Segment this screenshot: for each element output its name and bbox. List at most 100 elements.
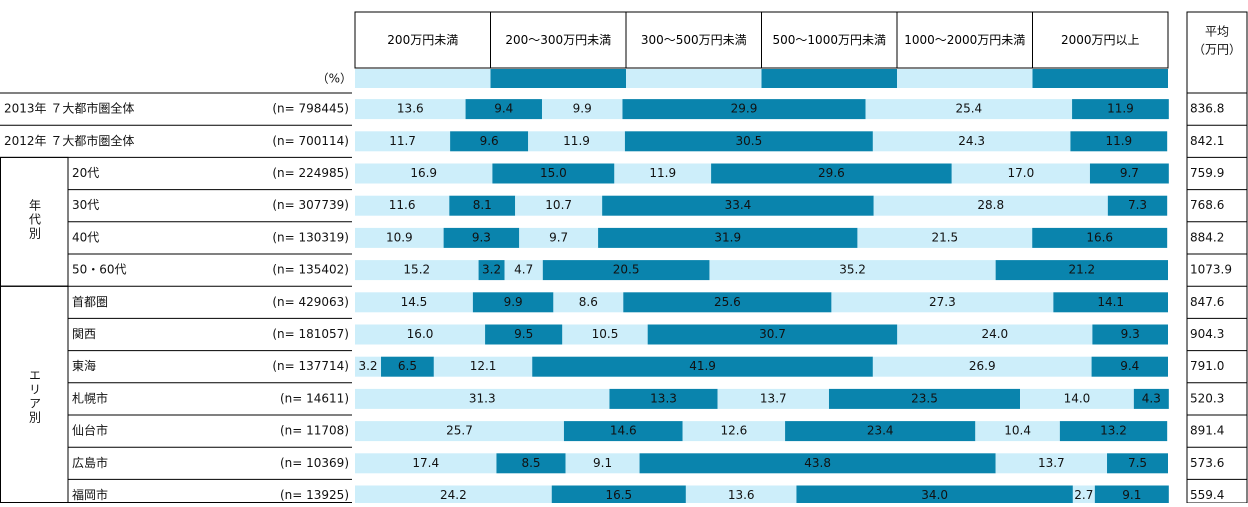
average-value: 1073.9	[1190, 263, 1232, 277]
value-label: 4.3	[1142, 391, 1161, 405]
sample-size: (n= 13925)	[280, 488, 349, 502]
row-label: 福岡市	[72, 487, 108, 502]
row-label: 仙台市	[72, 423, 108, 438]
value-label: 8.6	[579, 295, 598, 309]
bar-segment	[1070, 131, 1168, 152]
value-label: 30.5	[736, 134, 763, 148]
value-label: 11.9	[649, 166, 676, 180]
bar-segment	[602, 195, 874, 216]
series-name: 500～1000万円未満	[772, 32, 886, 47]
average-value: 559.4	[1190, 488, 1224, 502]
value-label: 11.6	[389, 198, 416, 212]
legend-swatch	[626, 69, 762, 88]
sample-size: (n= 130319)	[272, 230, 349, 244]
sample-size: (n= 137714)	[272, 359, 349, 373]
header-cell	[490, 11, 627, 69]
bar-segment	[872, 131, 1071, 152]
bar-segment	[355, 163, 493, 184]
sample-size: (n= 700114)	[272, 134, 349, 148]
bar-segment	[532, 356, 873, 377]
bar-segment	[995, 260, 1168, 281]
value-label: 3.2	[482, 263, 501, 277]
header-label-box: 500～1000万円未満	[772, 32, 886, 47]
value-label: 9.1	[1122, 488, 1141, 502]
series-name: 200～300万円未満	[505, 32, 612, 47]
bar-segment	[857, 227, 1033, 248]
row-label: 広島市	[72, 455, 108, 470]
bar-segment	[711, 163, 952, 184]
value-label: 41.9	[689, 359, 716, 373]
bar-segment	[609, 388, 718, 409]
bar-segment	[1020, 388, 1134, 409]
value-label: 10.4	[1004, 424, 1031, 438]
bar-segment	[865, 99, 1073, 120]
value-label: 7.5	[1128, 456, 1147, 470]
bar-segment	[951, 163, 1090, 184]
bar-segment	[355, 260, 479, 281]
group-box	[0, 285, 69, 507]
value-label: 17.0	[1007, 166, 1034, 180]
value-label: 25.6	[714, 295, 741, 309]
average-value: 520.3	[1190, 391, 1224, 405]
sample-size: (n= 11708)	[280, 424, 349, 438]
value-label: 24.2	[440, 488, 467, 502]
header-label-box: 200万円未満	[387, 33, 458, 47]
row-label: 関西	[72, 327, 96, 341]
average-value: 847.6	[1190, 295, 1224, 309]
bar-segment	[542, 260, 710, 281]
value-label: 16.0	[407, 327, 434, 341]
bar-segment	[355, 324, 486, 345]
series-name: 1000～2000万円未満	[904, 32, 1026, 47]
bar-segment	[355, 485, 552, 506]
value-label: 9.4	[494, 102, 513, 116]
header-label-box: 300～500万円未満	[641, 33, 747, 47]
value-label: 9.1	[593, 456, 612, 470]
row-label: 東海	[72, 358, 96, 373]
value-label: 16.6	[1086, 230, 1113, 244]
value-label: 11.9	[563, 134, 590, 148]
value-label: 12.1	[470, 359, 497, 373]
value-label: 25.7	[446, 424, 473, 438]
header-cell	[1032, 11, 1169, 69]
bar-segment	[355, 421, 564, 442]
legend-swatch	[761, 69, 897, 88]
bar-segment	[355, 356, 382, 377]
average-value: 836.8	[1190, 102, 1224, 116]
row-label: 40代	[72, 230, 99, 244]
value-label: 9.3	[1121, 327, 1140, 341]
bar-segment	[478, 260, 505, 281]
bar-segment	[515, 195, 603, 216]
value-label: 31.9	[714, 230, 741, 244]
average-value: 904.3	[1190, 327, 1224, 341]
value-label: 2.7	[1074, 488, 1093, 502]
bar-segment	[565, 453, 640, 474]
legend-swatch	[355, 69, 491, 88]
bar-segment	[897, 324, 1093, 345]
value-label: 16.5	[605, 488, 632, 502]
value-label: 34.0	[921, 488, 948, 502]
row-label: 札幌市	[72, 390, 108, 405]
value-label: 14.1	[1097, 295, 1124, 309]
value-label: 26.9	[969, 359, 996, 373]
bar-segment	[449, 195, 516, 216]
legend-swatch	[490, 69, 626, 88]
row-label: 50・60代	[72, 263, 127, 277]
value-label: 15.2	[403, 263, 430, 277]
value-label: 24.0	[981, 327, 1008, 341]
bar-segment	[355, 388, 610, 409]
sample-size: (n= 307739)	[272, 198, 349, 212]
row-label: 首都圏	[72, 295, 108, 309]
value-label: 29.9	[731, 102, 758, 116]
value-label: 25.4	[955, 102, 982, 116]
bar-segment	[1094, 485, 1169, 506]
sample-size: (n= 429063)	[272, 295, 349, 309]
average-value: 791.0	[1190, 359, 1224, 373]
value-label: 13.6	[397, 102, 424, 116]
bar-segment	[623, 292, 832, 313]
value-label: 6.5	[398, 359, 417, 373]
bar-segment	[1059, 421, 1168, 442]
value-label: 13.7	[760, 391, 787, 405]
bar-segment	[433, 356, 533, 377]
value-label: 11.7	[389, 134, 416, 148]
value-label: 21.2	[1068, 263, 1095, 277]
